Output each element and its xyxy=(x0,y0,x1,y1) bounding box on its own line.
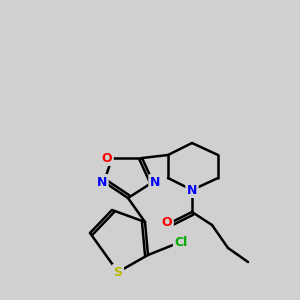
Text: N: N xyxy=(187,184,197,196)
Text: N: N xyxy=(97,176,107,188)
Text: Cl: Cl xyxy=(174,236,188,250)
Text: S: S xyxy=(113,266,122,278)
Text: O: O xyxy=(162,215,172,229)
Text: N: N xyxy=(150,176,160,188)
Text: O: O xyxy=(102,152,112,164)
